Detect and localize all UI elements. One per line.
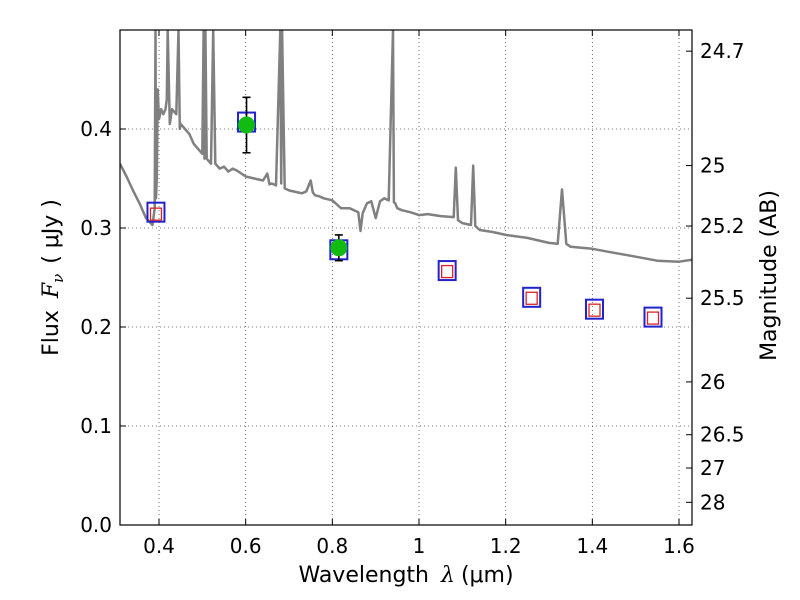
model-photometry-point [522, 286, 542, 308]
upper-limit-point [588, 303, 601, 317]
spectrum-line [120, 30, 692, 263]
y2-tick-label: 26 [700, 370, 725, 394]
x-tick-label: 1 [413, 534, 426, 558]
plot-frame [119, 29, 693, 526]
ticks: 0.4 0.6 0.8 1 1.2 1.4 1.6 0.0 0.1 0.2 0.3 0.4 24.7 25… [80, 30, 745, 558]
model-photometry-point [146, 201, 166, 223]
x-tick-label: 0.8 [316, 534, 348, 558]
model-photometry-point [585, 298, 604, 320]
y2-axis-label: Magnitude (AB) [757, 190, 782, 361]
y-tick-label: 0.4 [80, 117, 112, 141]
x-tick-label: 1.4 [576, 534, 608, 558]
y2-tick-label: 25.5 [700, 286, 745, 310]
y-tick-label: 0.2 [80, 315, 112, 339]
x-tick-label: 0.6 [230, 534, 262, 558]
y2-tick-label: 24.7 [700, 39, 745, 63]
x-tick-label: 1.2 [490, 534, 522, 558]
y-tick-label: 0.1 [80, 414, 112, 438]
upper-limit-point [441, 264, 454, 279]
points-layer [146, 96, 663, 328]
observed-photometry-point [238, 116, 256, 134]
upper-limit-point [149, 207, 163, 221]
y2-tick-label: 26.5 [700, 423, 745, 447]
upper-limit-point [646, 311, 660, 325]
y2-tick-label: 25.2 [700, 214, 745, 238]
y2-tick-label: 25 [700, 154, 725, 178]
x-axis-label: Wavelength λ (μm) [298, 563, 513, 588]
observed-photometry-point [330, 239, 348, 257]
model-photometry-point [437, 260, 457, 282]
grid [120, 30, 692, 525]
y2-tick-label: 27 [700, 456, 725, 480]
x-tick-label: 0.4 [143, 534, 175, 558]
upper-limit-point [525, 291, 538, 305]
x-tick-label: 1.6 [663, 534, 695, 558]
y-axis-label: FluxFν( μJy ) [39, 199, 67, 356]
axes [119, 29, 693, 526]
model-photometry-point [643, 306, 663, 328]
y-tick-label: 0.3 [80, 216, 112, 240]
y2-tick-label: 28 [700, 490, 725, 514]
y-tick-label: 0.0 [80, 513, 112, 537]
spectrum-layer [120, 30, 692, 263]
